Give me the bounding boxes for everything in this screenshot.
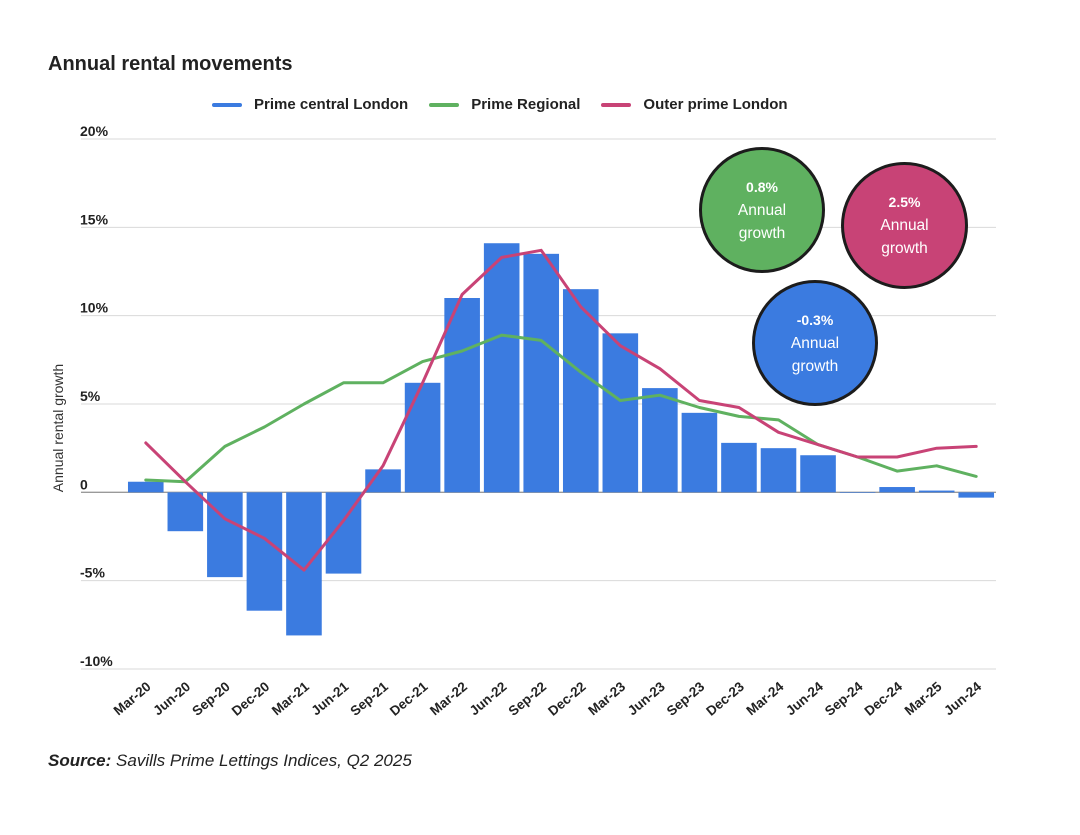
legend-label-prime-central-london: Prime central London	[254, 96, 409, 113]
bar	[404, 382, 441, 493]
bar	[523, 253, 560, 493]
legend-label-outer-prime-london: Outer prime London	[643, 96, 788, 113]
bubble-line2: growth	[881, 240, 928, 257]
y-tick-label: 15%	[80, 211, 109, 227]
bubble-line2: growth	[738, 224, 786, 242]
x-tick-label: Mar-22	[427, 679, 470, 718]
legend-swatch-outer-prime-london	[601, 102, 632, 107]
source-note: Source: Savills Prime Lettings Indices, …	[48, 751, 412, 771]
bar	[127, 481, 164, 493]
x-tick-label: Mar-21	[269, 678, 312, 718]
x-tick-label: Mar-24	[743, 678, 786, 718]
y-axis-ticks: 20% 15% 10% 5% 0 -5% -10%	[80, 123, 113, 669]
chart-title: Annual rental movements	[48, 53, 293, 75]
bar	[681, 412, 718, 493]
bubble-line1: Annual	[790, 334, 840, 352]
x-tick-label: Mar-20	[111, 679, 154, 718]
x-tick-label: Jun-20	[150, 679, 193, 718]
line-series	[144, 248, 978, 572]
x-tick-label: Dec-22	[545, 679, 589, 719]
annual-growth-bubble-prime-regional: 0.8% Annual growth	[699, 147, 825, 273]
bar	[444, 298, 480, 493]
bubble-line2: growth	[791, 357, 839, 375]
y-tick-label: -10%	[80, 653, 113, 669]
bar	[642, 388, 678, 493]
x-tick-label: Dec-21	[387, 678, 431, 718]
legend-item-outer-prime-london: Outer prime London	[601, 96, 788, 113]
bar	[365, 469, 401, 493]
bubble-value: 2.5%	[888, 194, 921, 210]
bubble-line1: Annual	[737, 201, 787, 219]
annual-growth-bubble-outer-prime-london: 2.5% Annual growth	[841, 162, 968, 289]
bar-series-prime-central-london	[127, 243, 995, 636]
x-tick-label: Mar-23	[585, 678, 628, 718]
line-outer-prime-london	[144, 248, 978, 572]
legend-swatch-prime-central-london	[212, 102, 242, 107]
bar	[562, 289, 599, 493]
bar	[167, 492, 204, 532]
x-tick-label: Jun-24	[941, 678, 984, 718]
x-tick-label: Sep-22	[506, 679, 550, 719]
bubble-value: 0.8%	[746, 178, 778, 195]
bar	[246, 492, 283, 611]
x-tick-label: Dec-24	[862, 678, 906, 718]
bar	[483, 243, 520, 493]
x-tick-label: Jun-23	[625, 678, 668, 718]
x-tick-label: Jun-22	[467, 679, 510, 718]
x-axis-ticks: Mar-20Jun-20Sep-20Dec-20Mar-21Jun-21Sep-…	[111, 678, 985, 718]
bar	[721, 442, 757, 493]
bar	[839, 492, 876, 493]
x-tick-label: Dec-20	[229, 679, 273, 719]
bubble-line1: Annual	[880, 217, 929, 234]
legend-item-prime-central-london: Prime central London	[212, 96, 408, 113]
bar	[918, 490, 955, 493]
bubble-value: -0.3%	[796, 311, 834, 328]
x-tick-label: Sep-23	[664, 678, 708, 718]
x-tick-label: Sep-20	[189, 679, 233, 719]
y-tick-label: 20%	[80, 123, 109, 139]
bar	[760, 448, 797, 493]
x-tick-label: Dec-23	[703, 678, 747, 718]
source-text: Savills Prime Lettings Indices, Q2 2025	[116, 751, 412, 770]
source-label: Source:	[48, 751, 112, 770]
y-tick-label: 5%	[80, 388, 101, 404]
legend-label-prime-regional: Prime Regional	[471, 96, 581, 113]
y-tick-label: 0	[80, 476, 88, 492]
bar	[879, 487, 915, 493]
y-tick-label: -5%	[80, 565, 105, 581]
x-tick-label: Sep-24	[822, 678, 866, 718]
chart-legend: Prime central London Prime Regional Oute…	[212, 96, 809, 113]
bar	[286, 492, 322, 636]
x-tick-label: Mar-25	[902, 678, 945, 718]
x-tick-label: Sep-21	[347, 678, 391, 718]
bar	[602, 333, 639, 493]
annual-growth-bubble-prime-central-london: -0.3% Annual growth	[752, 280, 878, 406]
x-tick-label: Jun-24	[783, 678, 826, 718]
legend-item-prime-regional: Prime Regional	[429, 96, 580, 113]
x-tick-label: Jun-21	[308, 678, 351, 718]
legend-swatch-prime-regional	[429, 102, 460, 107]
bar	[958, 492, 995, 498]
y-axis-label: Annual rental growth	[50, 364, 66, 492]
y-tick-label: 10%	[80, 300, 109, 316]
bar	[800, 455, 836, 493]
